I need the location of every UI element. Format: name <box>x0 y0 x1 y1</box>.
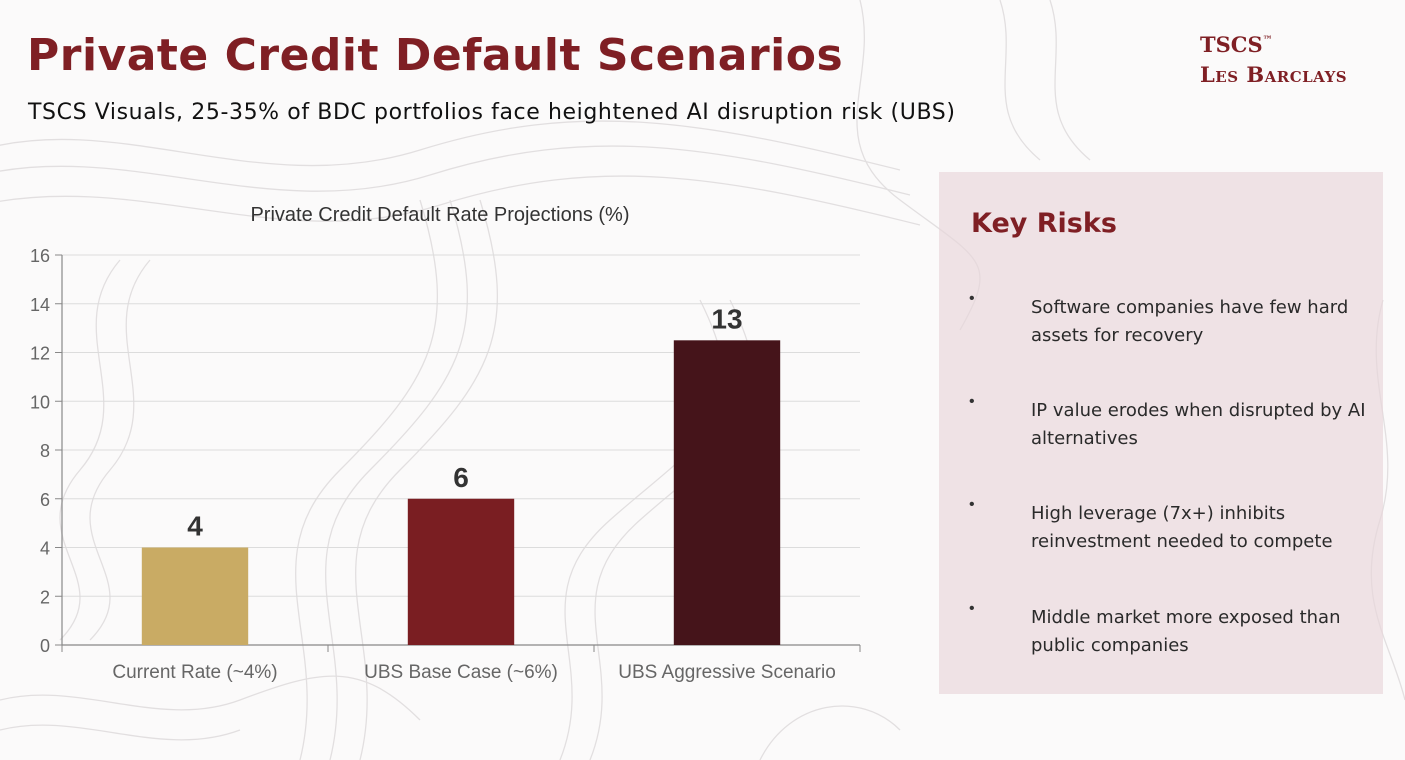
brand-logo: TSCS™ Les Barclays <box>1200 30 1347 90</box>
risk-item-text: Middle market more exposed than public c… <box>1031 607 1341 656</box>
risk-item-text: IP value erodes when disrupted by AI alt… <box>1031 400 1366 449</box>
y-tick-label: 0 <box>40 636 50 656</box>
y-tick-label: 12 <box>30 344 50 364</box>
bullet-icon: • <box>969 600 975 617</box>
key-risks-title: Key Risks <box>971 208 1117 239</box>
chart-title: Private Credit Default Rate Projections … <box>250 204 629 226</box>
x-tick-label: UBS Aggressive Scenario <box>618 662 836 683</box>
data-label: 6 <box>453 462 469 493</box>
bullet-icon: • <box>969 290 975 307</box>
y-tick-label: 6 <box>40 490 50 510</box>
y-tick-label: 16 <box>30 246 50 266</box>
page-subtitle: TSCS Visuals, 25-35% of BDC portfolios f… <box>28 100 956 125</box>
bar <box>673 340 781 645</box>
trademark-symbol: ™ <box>1262 35 1273 46</box>
risk-item-text: Software companies have few hard assets … <box>1031 297 1349 346</box>
bar-chart: Private Credit Default Rate Projections … <box>30 204 861 683</box>
y-tick-label: 2 <box>40 587 50 607</box>
bar <box>407 498 515 645</box>
y-tick-label: 10 <box>30 392 50 412</box>
bar <box>141 547 249 645</box>
data-label: 4 <box>187 511 203 542</box>
page-title: Private Credit Default Scenarios <box>27 30 844 81</box>
bullet-icon: • <box>969 496 975 513</box>
risk-item-text: High leverage (7x+) inhibits reinvestmen… <box>1031 503 1333 552</box>
bullet-icon: • <box>969 393 975 410</box>
x-tick-label: Current Rate (~4%) <box>112 662 277 683</box>
data-label: 13 <box>711 303 742 334</box>
x-tick-label: UBS Base Case (~6%) <box>364 662 558 683</box>
brand-line-1: TSCS™ <box>1200 32 1273 57</box>
y-tick-label: 4 <box>40 539 50 559</box>
y-tick-label: 14 <box>30 295 50 315</box>
key-risks-panel: Key Risks • Software companies have few … <box>939 172 1383 694</box>
brand-line-2: Les Barclays <box>1200 62 1348 87</box>
y-tick-label: 8 <box>40 441 50 461</box>
